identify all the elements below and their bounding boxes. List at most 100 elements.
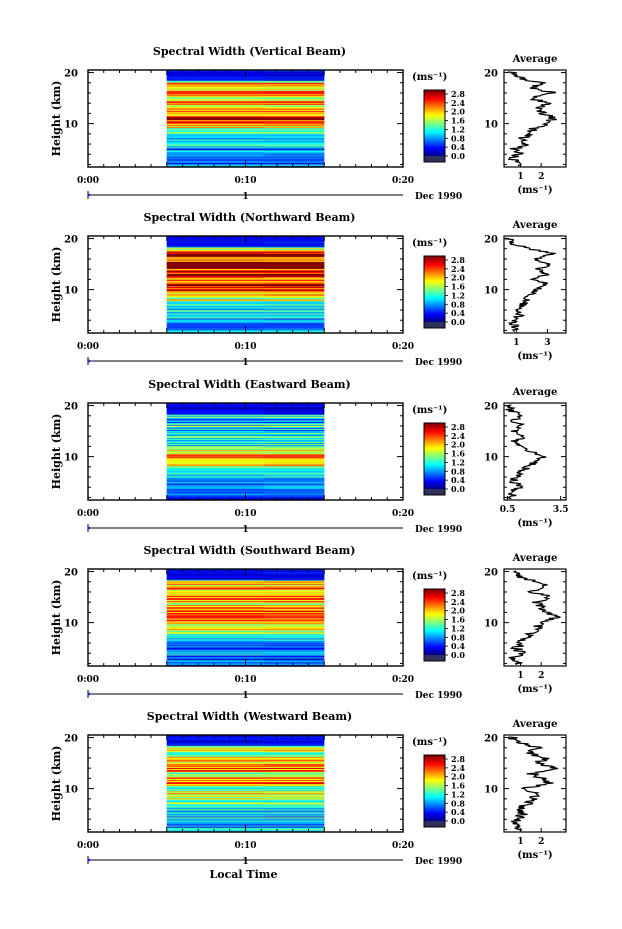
heatmap-cell bbox=[264, 428, 325, 430]
heatmap-row bbox=[166, 434, 325, 436]
heatmap-row bbox=[166, 469, 325, 472]
heatmap-row bbox=[166, 256, 325, 258]
heatmap-row bbox=[166, 792, 325, 795]
average-x-tick-label: 3 bbox=[544, 338, 550, 348]
heatmap-cell bbox=[264, 655, 325, 658]
heatmap-cell bbox=[264, 312, 325, 315]
heatmap-row bbox=[166, 318, 325, 321]
colorbar-segment bbox=[424, 427, 445, 431]
colorbar-segment bbox=[424, 116, 445, 119]
colorbar-segment bbox=[424, 465, 445, 469]
heatmap-cell bbox=[264, 303, 325, 306]
heatmap-row bbox=[166, 122, 325, 125]
heatmap-cell bbox=[264, 750, 325, 752]
heatmap-cell bbox=[264, 648, 325, 651]
heatmap-cell bbox=[264, 483, 325, 486]
heatmap-row bbox=[166, 748, 325, 750]
colorbar-segment bbox=[424, 123, 445, 126]
heatmap-row bbox=[166, 587, 325, 589]
colorbar-segment bbox=[424, 620, 445, 623]
heatmap-row bbox=[166, 590, 325, 592]
heatmap-cell bbox=[264, 604, 325, 606]
heatmap-row bbox=[166, 300, 325, 303]
heatmap-cell bbox=[264, 613, 325, 616]
heatmap-row bbox=[166, 422, 325, 424]
heatmap-row bbox=[166, 597, 325, 599]
heatmap-cell bbox=[264, 281, 325, 284]
heatmap-row bbox=[166, 157, 325, 160]
heatmap-row bbox=[166, 322, 325, 325]
heatmap-cell bbox=[264, 638, 325, 641]
heatmap-cell bbox=[264, 662, 325, 665]
heatmap-row bbox=[166, 808, 325, 811]
heatmap-cell bbox=[264, 271, 325, 273]
heatmap-row bbox=[166, 588, 325, 590]
day-marker bbox=[88, 526, 92, 530]
colorbar-tick-label: 0.8 bbox=[451, 299, 465, 309]
heatmap-row bbox=[166, 270, 325, 272]
colorbar-segment bbox=[424, 755, 445, 758]
heatmap-row bbox=[166, 291, 325, 294]
heatmap-row bbox=[166, 254, 325, 256]
heatmap-cell bbox=[264, 424, 325, 426]
heatmap-cell bbox=[264, 492, 325, 495]
colorbar-segment bbox=[424, 472, 445, 475]
colorbar-segment bbox=[424, 298, 445, 302]
colorbar-segment bbox=[424, 797, 445, 801]
heatmap-cell bbox=[264, 270, 325, 272]
heatmap-row bbox=[166, 586, 325, 588]
heatmap-cell bbox=[264, 623, 325, 626]
colorbar-tick-label: 2.4 bbox=[451, 264, 465, 274]
heatmap-row bbox=[166, 272, 325, 274]
colorbar-segment bbox=[424, 290, 445, 293]
heatmap-row bbox=[166, 776, 325, 779]
heatmap-cell bbox=[264, 642, 325, 645]
average-profile: Average 20 10 1 3 (ms⁻¹) bbox=[484, 220, 567, 362]
heatmap-cell bbox=[264, 812, 325, 815]
heatmap-cell bbox=[264, 432, 325, 434]
heatmap-cell bbox=[264, 437, 325, 439]
heatmap-cell bbox=[264, 811, 325, 814]
heatmap-cell bbox=[264, 764, 325, 766]
colorbar-segment bbox=[424, 474, 445, 477]
colorbar-segment bbox=[424, 773, 445, 776]
heatmap-cell bbox=[264, 654, 325, 657]
heatmap-cell bbox=[264, 653, 325, 656]
heatmap-row bbox=[166, 581, 325, 583]
heatmap-cell bbox=[264, 605, 325, 607]
colorbar-segment bbox=[424, 464, 445, 467]
heatmap-cell bbox=[264, 289, 325, 292]
heatmap-row bbox=[166, 116, 325, 119]
average-x-tick-label: 1 bbox=[517, 172, 523, 182]
heatmap-cell bbox=[264, 408, 325, 410]
x-tick-label: 0:10 bbox=[234, 342, 256, 352]
colorbar-tick-label: 1.6 bbox=[451, 781, 465, 791]
heatmap-cell bbox=[264, 292, 325, 295]
colorbar-segment bbox=[424, 811, 445, 814]
heatmap-row bbox=[166, 138, 325, 141]
heatmap-row bbox=[166, 782, 325, 785]
heatmap-cell bbox=[264, 278, 325, 281]
colorbar-segment bbox=[424, 439, 445, 442]
heatmap-row bbox=[166, 415, 325, 417]
heatmap-cell bbox=[264, 644, 325, 647]
heatmap-cell bbox=[264, 794, 325, 797]
colorbar-segment bbox=[424, 444, 445, 447]
heatmap-row bbox=[166, 130, 325, 133]
heatmap-cell bbox=[264, 479, 325, 482]
colorbar-segment bbox=[424, 640, 445, 643]
day-marker bbox=[88, 858, 92, 862]
heatmap-cell bbox=[264, 634, 325, 637]
colorbar-segment bbox=[424, 778, 445, 781]
heatmap-row bbox=[166, 814, 325, 817]
colorbar-tick-label: 2.0 bbox=[451, 772, 465, 782]
colorbar-segment bbox=[424, 109, 445, 112]
heatmap-cell bbox=[264, 311, 325, 314]
heatmap-row bbox=[166, 266, 325, 268]
heatmap-row bbox=[166, 93, 325, 95]
heatmap-cell bbox=[264, 756, 325, 758]
colorbar-segment bbox=[424, 756, 445, 759]
heatmap-row bbox=[166, 758, 325, 760]
average-unit: (ms⁻¹) bbox=[517, 684, 552, 695]
colorbar-segment bbox=[424, 768, 445, 771]
